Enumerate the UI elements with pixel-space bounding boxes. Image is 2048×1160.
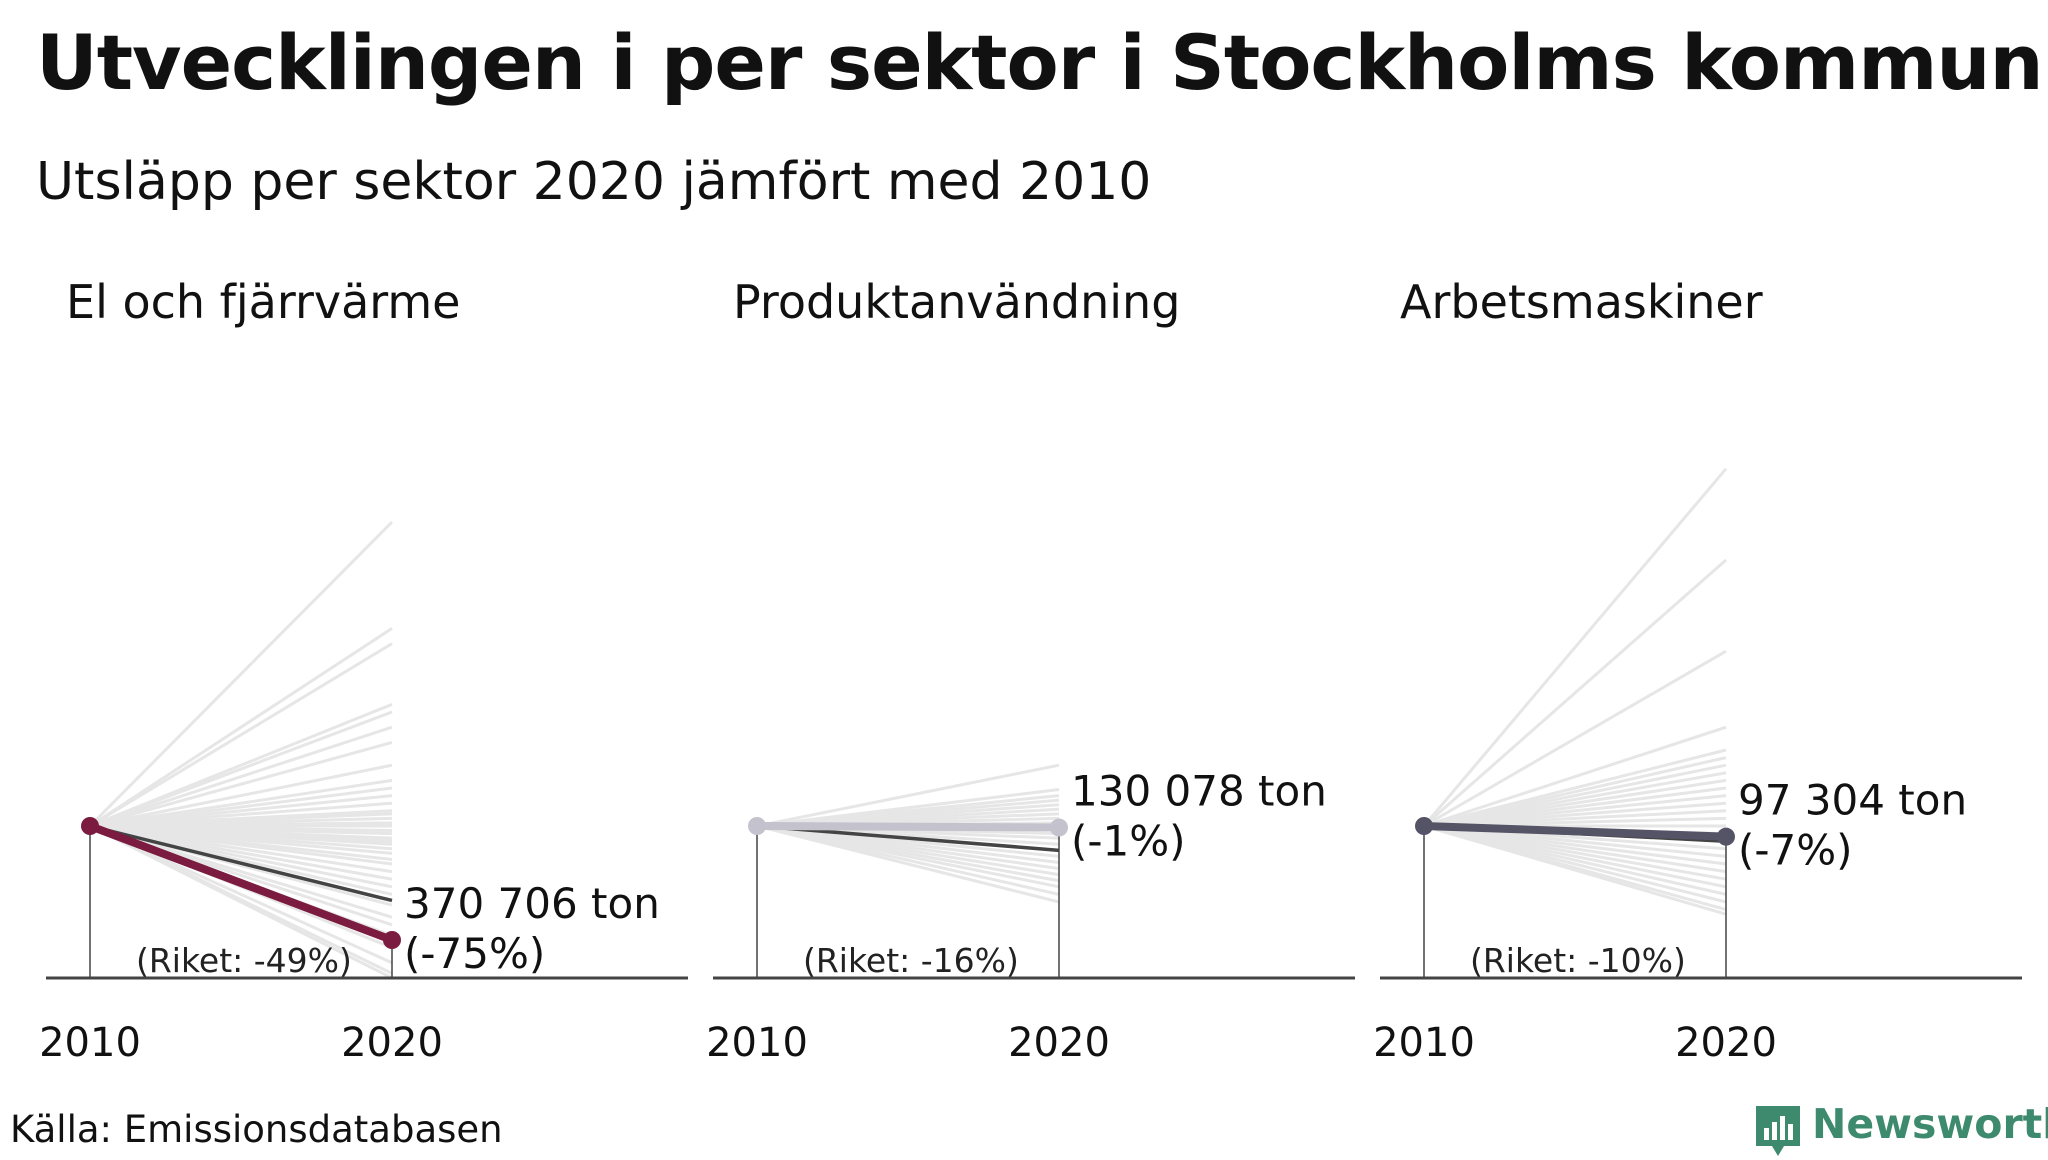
background-municipality-line bbox=[88, 520, 394, 828]
background-municipality-line bbox=[1423, 558, 1727, 828]
x-tick-label: 2020 bbox=[1675, 1020, 1777, 1066]
background-municipality-line bbox=[89, 740, 393, 828]
background-municipality-line bbox=[89, 627, 393, 828]
national-trend-line bbox=[89, 824, 393, 903]
newsworthy-logo-icon bbox=[1756, 1106, 1800, 1156]
stockholm-trend-line bbox=[753, 822, 1063, 832]
x-tick-label: 2010 bbox=[1373, 1020, 1475, 1066]
stockholm-trend-line bbox=[1420, 822, 1730, 841]
national-change-label: (Riket: -49%) bbox=[136, 941, 352, 980]
x-tick-label: 2010 bbox=[39, 1020, 141, 1066]
x-tick-label: 2020 bbox=[1008, 1020, 1110, 1066]
background-municipality-line bbox=[1423, 748, 1727, 828]
x-tick-label: 2010 bbox=[706, 1020, 808, 1066]
small-multiples-chart: El och fjärrvärme 370 706 ton(-75%) (Riket… bbox=[39, 275, 2022, 1066]
panel-title: El och fjärrvärme bbox=[66, 275, 460, 329]
background-municipality-line bbox=[89, 703, 393, 828]
change-label: (-1%) bbox=[1071, 817, 1186, 866]
chart-subtitle: Utsläpp per sektor 2020 jämfört med 2010 bbox=[36, 152, 1152, 212]
value-label: 130 078 ton bbox=[1071, 767, 1327, 816]
panel-title: Produktanvändning bbox=[733, 275, 1180, 329]
background-municipality-line bbox=[756, 763, 1060, 828]
data-point-2010 bbox=[81, 817, 99, 835]
data-point-2010 bbox=[1415, 817, 1433, 835]
background-municipality-line bbox=[756, 788, 1060, 828]
background-municipality-line bbox=[89, 763, 393, 828]
background-municipality-line bbox=[89, 725, 393, 828]
data-point-2020 bbox=[1050, 818, 1068, 837]
background-municipality-line bbox=[89, 824, 393, 975]
background-municipality-line bbox=[89, 778, 393, 828]
x-tick-label: 2020 bbox=[341, 1020, 443, 1066]
brand-name: Newsworthy bbox=[1812, 1100, 2048, 1148]
value-label: 97 304 ton bbox=[1738, 776, 1967, 825]
background-municipality-line bbox=[89, 642, 393, 828]
change-label: (-7%) bbox=[1738, 826, 1853, 875]
panel-title: Arbetsmaskiner bbox=[1400, 275, 1763, 329]
value-label: 370 706 ton bbox=[404, 879, 660, 928]
background-municipality-line bbox=[1422, 467, 1728, 827]
background-municipality-line bbox=[1423, 725, 1727, 828]
national-change-label: (Riket: -10%) bbox=[1470, 941, 1686, 980]
change-label: (-75%) bbox=[404, 929, 545, 978]
data-point-2020 bbox=[383, 931, 401, 949]
data-point-2010 bbox=[748, 817, 766, 835]
chart-title: Utvecklingen i per sektor i Stockholms k… bbox=[36, 18, 2044, 107]
background-municipality-line bbox=[1423, 649, 1727, 828]
stockholm-trend-line bbox=[86, 822, 396, 944]
national-change-label: (Riket: -16%) bbox=[803, 941, 1019, 980]
source-note: Källa: Emissionsdatabasen bbox=[10, 1108, 503, 1151]
data-point-2020 bbox=[1717, 827, 1735, 846]
